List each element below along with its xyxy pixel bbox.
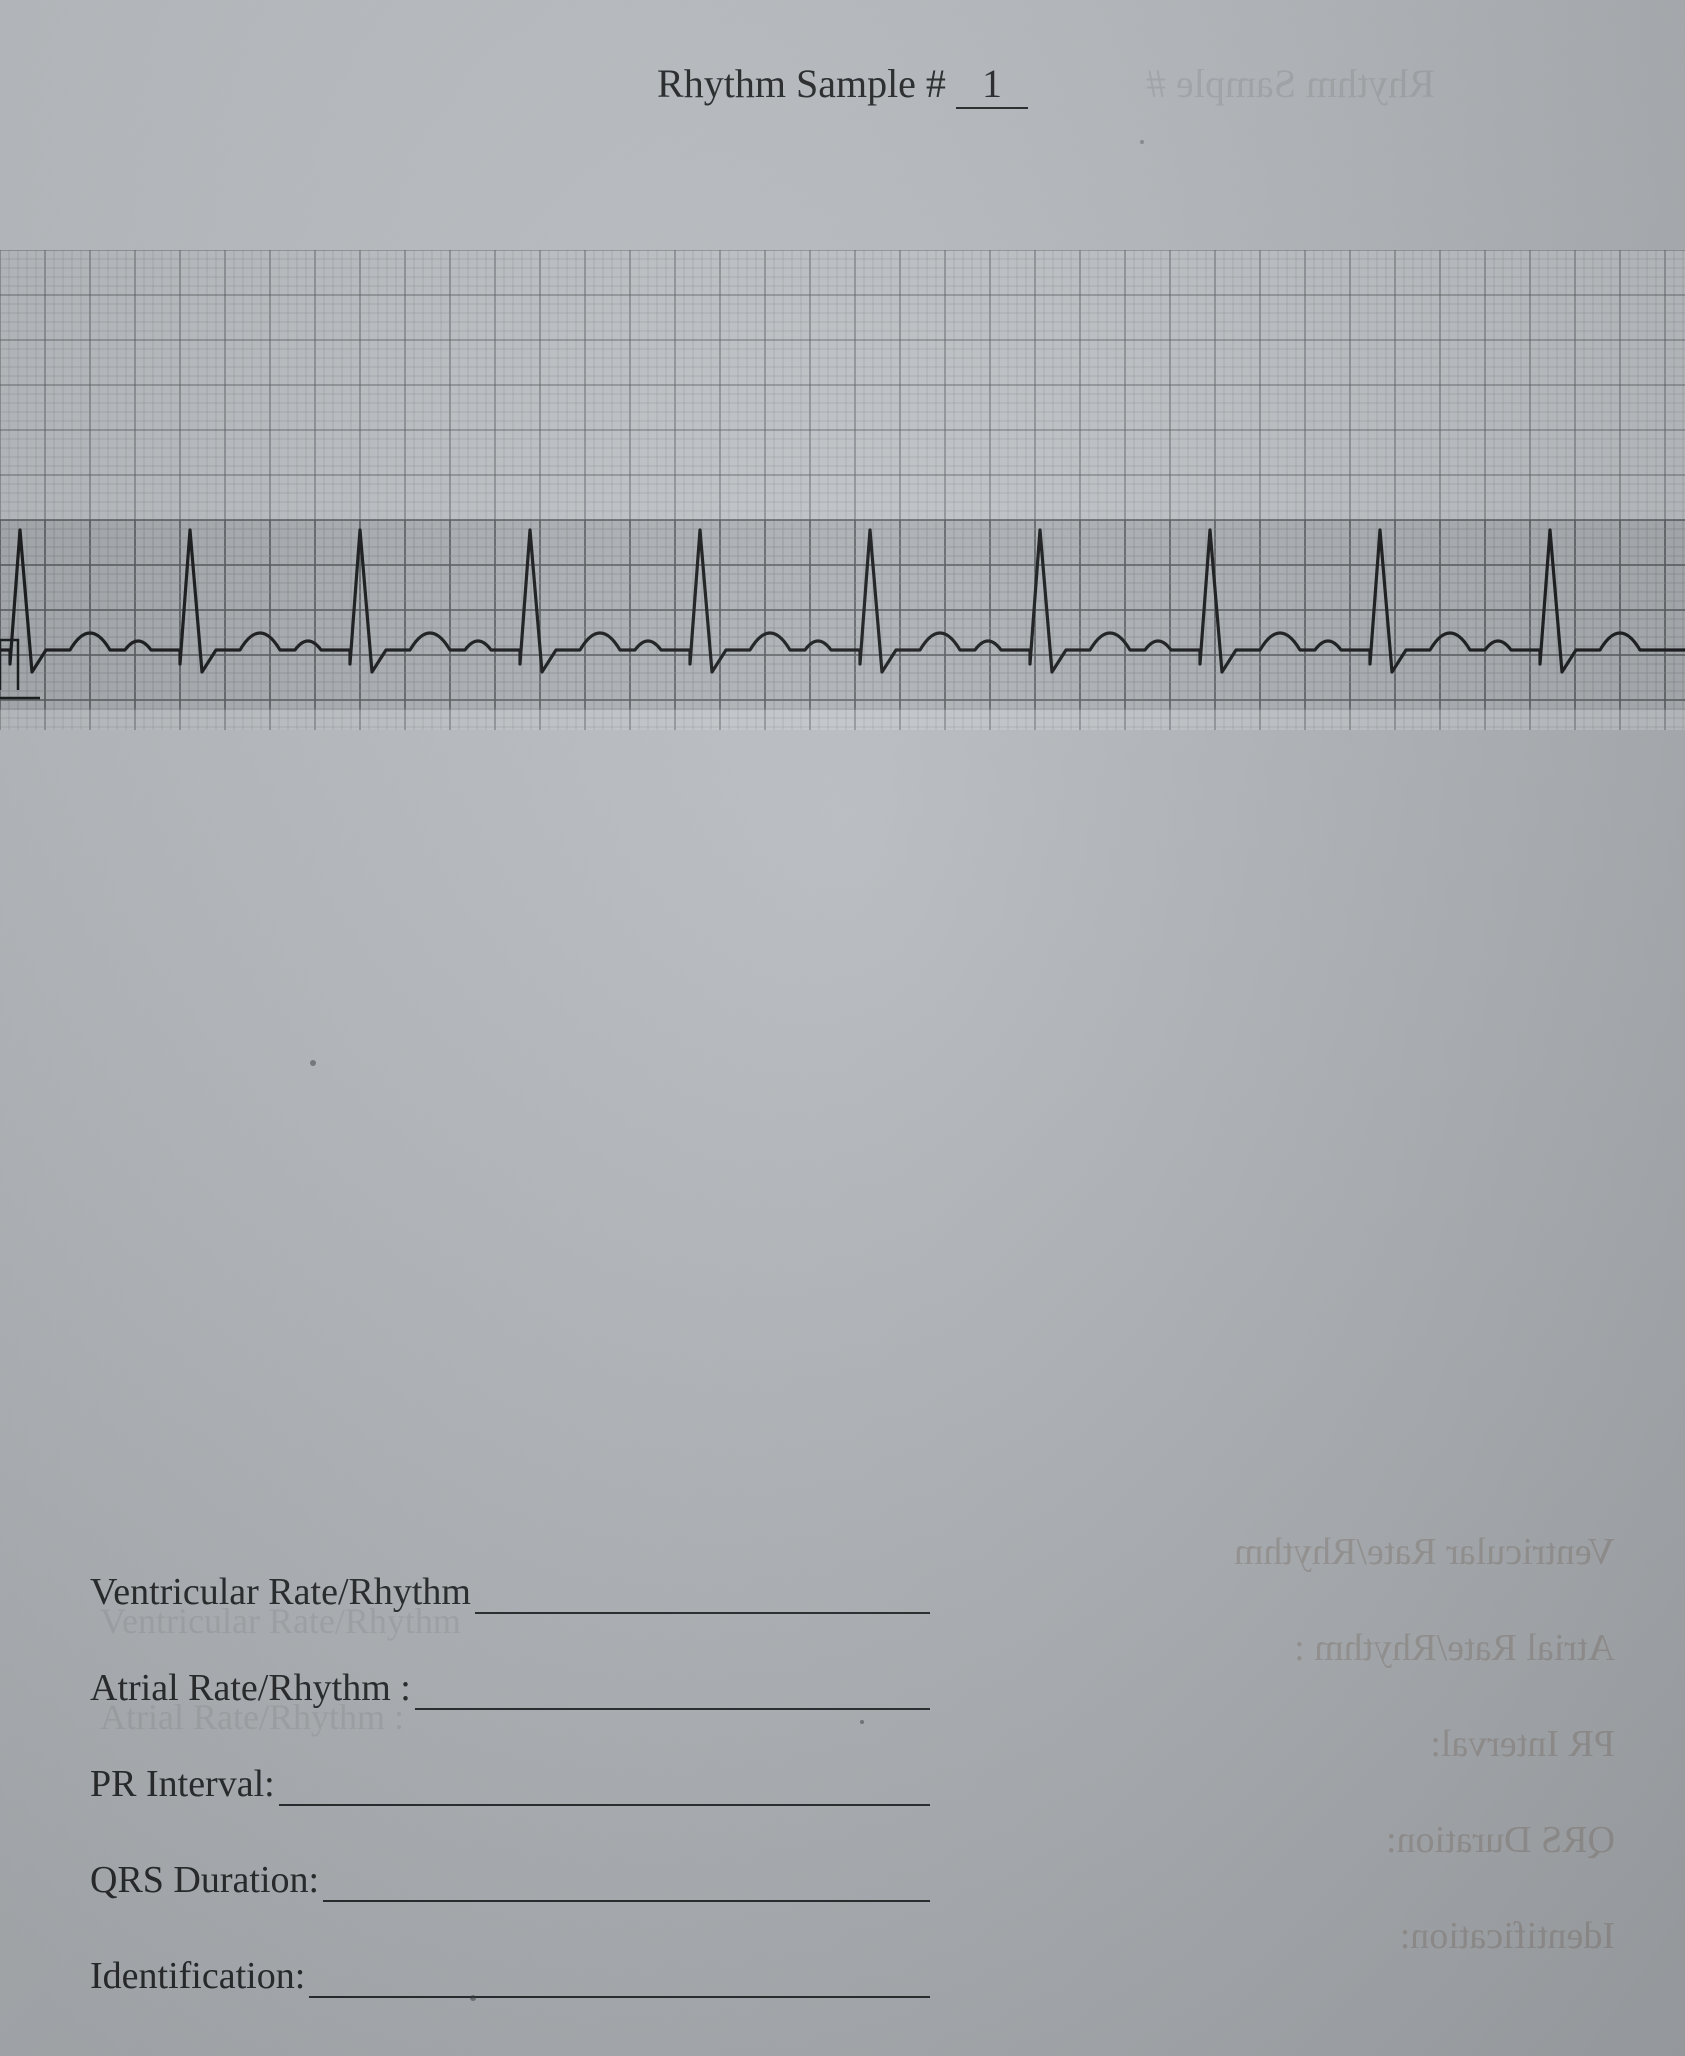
ecg-svg (0, 250, 1685, 730)
field-identification: Identification: (90, 1954, 930, 1998)
field-ventricular-rate: Ventricular Rate/Rhythm (90, 1570, 930, 1614)
input-ventricular-rate[interactable] (475, 1570, 930, 1614)
input-atrial-rate[interactable] (415, 1666, 930, 1710)
title-row: Rhythm Sample # 1 (0, 60, 1685, 109)
label-identification: Identification: (90, 1954, 309, 1998)
speck (310, 1060, 316, 1066)
field-atrial-rate: Atrial Rate/Rhythm : (90, 1666, 930, 1710)
ecg-strip (0, 250, 1685, 730)
label-qrs-duration: QRS Duration: (90, 1858, 323, 1902)
label-ventricular-rate: Ventricular Rate/Rhythm (90, 1570, 475, 1614)
input-identification[interactable] (309, 1954, 930, 1998)
worksheet-page: Rhythm Sample # Rhythm Sample # 1 Ventri… (0, 0, 1685, 2056)
title-label: Rhythm Sample # (657, 61, 946, 106)
label-atrial-rate: Atrial Rate/Rhythm : (90, 1666, 415, 1710)
speck (470, 1995, 476, 2001)
sample-number-field[interactable]: 1 (956, 60, 1028, 109)
bleed-form: Ventricular Rate/Rhythm Atrial Rate/Rhyt… (1234, 1530, 1615, 2010)
measurements-form: Ventricular Rate/Rhythm Atrial Rate/Rhyt… (90, 1570, 930, 2050)
field-qrs-duration: QRS Duration: (90, 1858, 930, 1902)
label-pr-interval: PR Interval: (90, 1762, 279, 1806)
speck (860, 1720, 864, 1724)
field-pr-interval: PR Interval: (90, 1762, 930, 1806)
input-qrs-duration[interactable] (323, 1858, 930, 1902)
speck (1140, 140, 1144, 144)
input-pr-interval[interactable] (279, 1762, 930, 1806)
